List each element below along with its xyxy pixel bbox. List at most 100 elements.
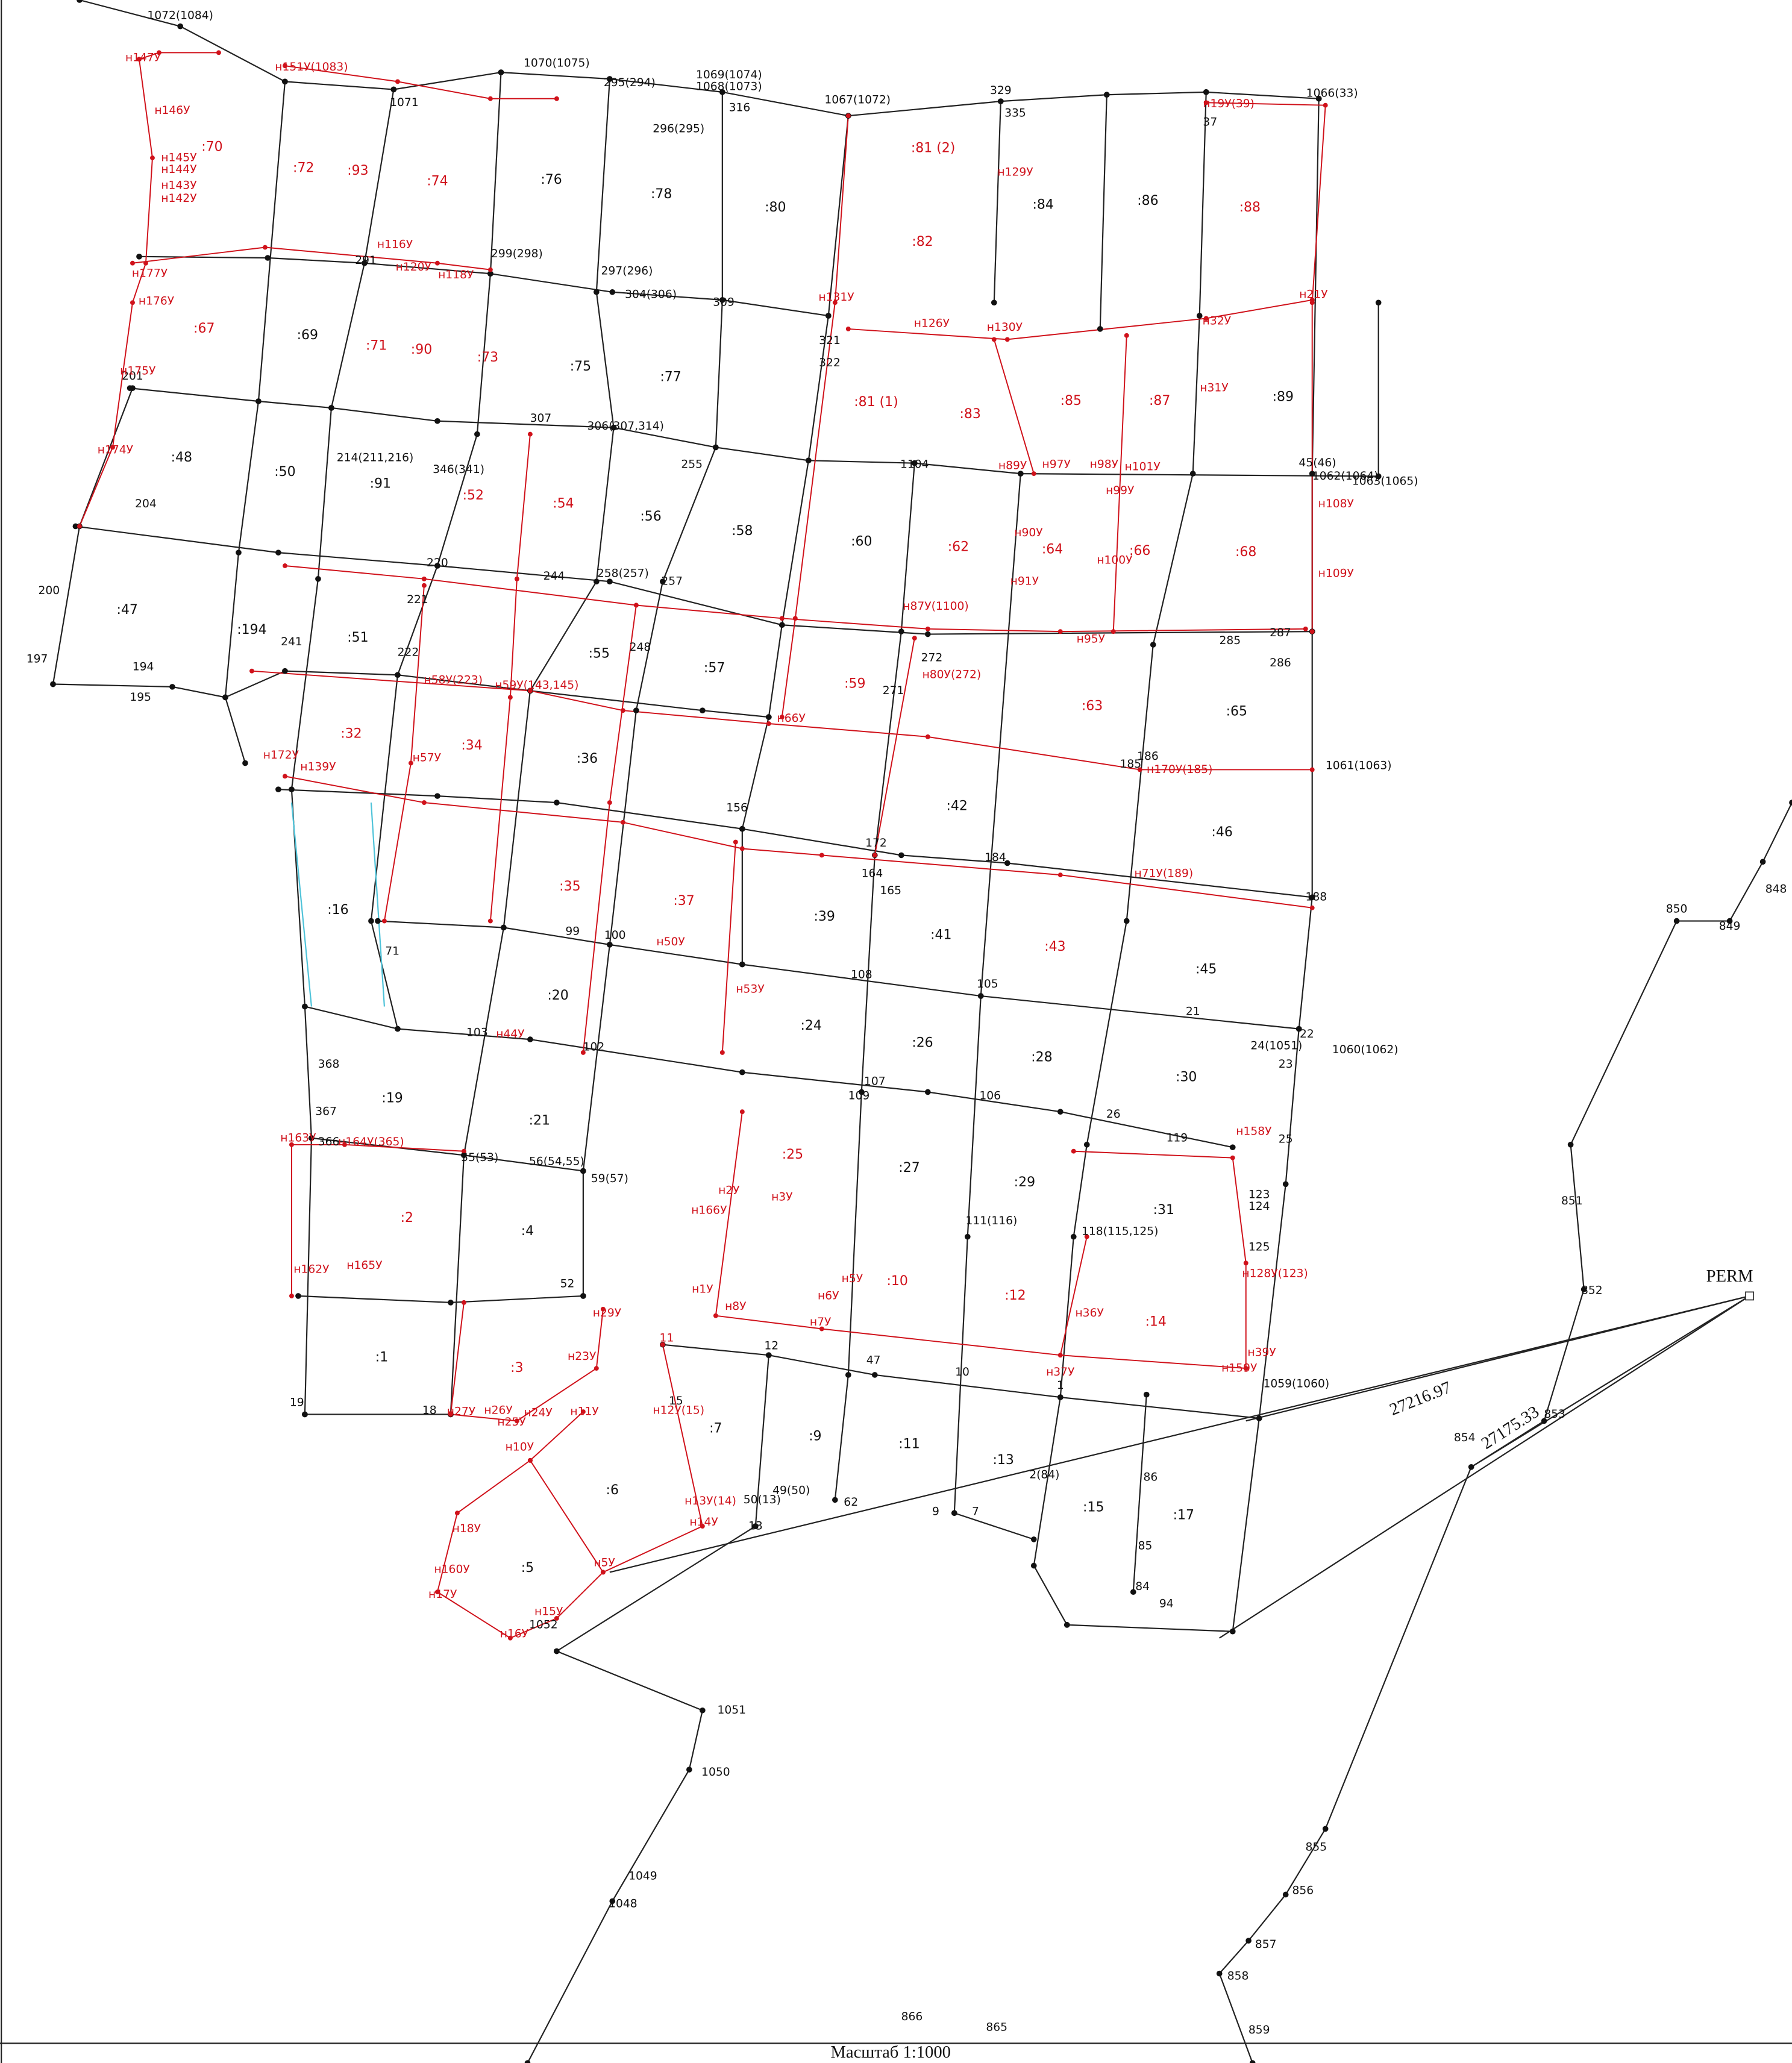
new-point-label: н130У (987, 321, 1023, 334)
new-point-label: н25У (497, 1416, 526, 1429)
new-point-label: н145У (161, 152, 197, 164)
red-boundary (79, 59, 153, 527)
point-label: 850 (1666, 903, 1688, 915)
vertex (1004, 860, 1010, 866)
parcel-label: :17 (1173, 1508, 1194, 1523)
point-label: 22 (1300, 1028, 1314, 1041)
new-point-label: н89У (998, 460, 1027, 472)
parcel-label: :41 (930, 928, 951, 943)
boundary (1033, 92, 1207, 1626)
new-point-label: н27У (447, 1406, 476, 1418)
new-point-label: н23У (568, 1350, 597, 1363)
parcel-label: :19 (381, 1091, 403, 1106)
parcel-label: :56 (640, 509, 661, 524)
vertex (1123, 918, 1130, 924)
vertex (1097, 326, 1103, 332)
vertex (1468, 1464, 1474, 1470)
point-label: 346(341) (433, 463, 484, 476)
new-parcel-label: :59 (844, 677, 865, 692)
point-label: 19 (290, 1396, 304, 1409)
new-point-label: н101У (1125, 461, 1161, 474)
vertex (461, 1300, 466, 1305)
boundary (130, 387, 1379, 477)
point-label: 1072(1084) (147, 10, 213, 22)
red-boundary (781, 116, 849, 718)
new-parcel-label: :81 (1) (854, 395, 898, 410)
vertex (719, 1050, 725, 1055)
vertex (871, 1372, 878, 1378)
red-boundary (1206, 102, 1326, 632)
parcel-label: :15 (1083, 1500, 1104, 1515)
vertex (633, 707, 639, 713)
vertex (1057, 1109, 1064, 1115)
new-parcel-label: :35 (559, 879, 580, 894)
vertex (600, 1306, 606, 1312)
vertex (610, 424, 617, 431)
new-point-label: н166У (691, 1204, 727, 1217)
vertex (487, 96, 493, 101)
new-parcel-label: :87 (1149, 393, 1170, 409)
new-point-label: н80У(272) (923, 669, 982, 681)
scale-label: Масштаб 1:1000 (830, 2043, 950, 2062)
new-parcel-label: :73 (477, 350, 498, 365)
vertex (434, 563, 440, 569)
vertex (925, 626, 930, 631)
vertex (686, 1767, 692, 1773)
point-label: 204 (135, 498, 157, 510)
vertex (779, 715, 785, 720)
new-parcel-label: :66 (1129, 543, 1150, 559)
vertex (1229, 1144, 1236, 1150)
vertex (461, 1148, 466, 1154)
vertex (845, 326, 851, 331)
new-point-label: н174У (98, 443, 134, 456)
point-label: 865 (986, 2021, 1007, 2034)
point-label: 335 (1004, 107, 1026, 119)
new-point-label: н90У (1014, 527, 1043, 539)
red-boundary (1073, 1150, 1247, 1369)
vertex (169, 684, 175, 690)
point-label: 24(1051) (1250, 1040, 1302, 1053)
vertex (1309, 767, 1315, 772)
parcel-label: :7 (709, 1421, 722, 1436)
vertex (157, 50, 161, 55)
point-label: 100 (604, 929, 626, 942)
vertex (1245, 1938, 1252, 1944)
point-label: 1069(1074) (696, 69, 762, 81)
vertex (607, 800, 612, 805)
new-parcel-label: :34 (461, 738, 482, 753)
vertex (421, 800, 427, 805)
vertex (1064, 1622, 1070, 1628)
point-label: 106 (979, 1090, 1001, 1103)
vertex (739, 1069, 745, 1075)
vertex (832, 300, 838, 305)
new-point-label: н129У (997, 166, 1033, 179)
new-parcel-label: :82 (912, 234, 933, 249)
boundary (993, 101, 1001, 303)
vertex (236, 549, 242, 556)
point-label: 23 (1279, 1058, 1293, 1071)
vertex (1203, 100, 1209, 105)
vertex (912, 636, 917, 641)
vertex (1309, 905, 1315, 910)
point-label: 94 (1159, 1597, 1174, 1610)
new-point-label: н12У(15) (653, 1404, 704, 1417)
new-point-label: н3У (771, 1191, 793, 1204)
point-label: 307 (530, 412, 552, 425)
vertex (150, 155, 155, 160)
point-label: 99 (565, 925, 580, 938)
vertex (1229, 1628, 1236, 1635)
vertex (964, 1233, 971, 1240)
new-point-label: н98У (1090, 458, 1119, 471)
vertex (1789, 800, 1792, 806)
new-point-label: н159У (1221, 1362, 1258, 1375)
boundary (278, 789, 1312, 898)
red-boundary (1112, 335, 1127, 632)
vertex (461, 1152, 467, 1159)
point-label: 108 (851, 969, 873, 981)
point-label: 366 (318, 1136, 340, 1148)
vertex (50, 681, 56, 687)
new-parcel-label: :64 (1042, 542, 1063, 557)
parcel-label: :27 (898, 1160, 919, 1176)
boundary (450, 78, 615, 1415)
